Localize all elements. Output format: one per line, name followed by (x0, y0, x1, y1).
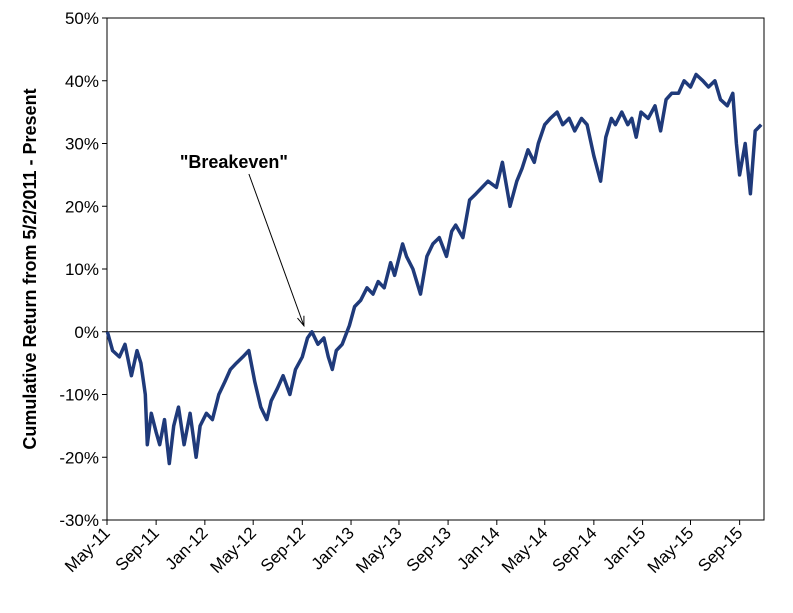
x-tick-label: Sep-14 (548, 523, 600, 575)
y-tick-label: 50% (65, 9, 99, 28)
x-axis-ticks: May-11Sep-11Jan-12May-12Sep-12Jan-13May-… (61, 520, 746, 577)
x-tick-label: Jan-15 (599, 523, 649, 573)
plot-area (106, 17, 765, 521)
breakeven-arrow (248, 173, 305, 326)
x-tick-label: Sep-13 (403, 523, 455, 575)
series-line (105, 72, 763, 466)
y-tick-label: 30% (65, 135, 99, 154)
y-tick-label: -20% (59, 448, 99, 467)
y-tick-label: 40% (65, 72, 99, 91)
x-tick-label: Jan-12 (161, 523, 211, 573)
x-tick-label: May-14 (498, 523, 552, 577)
x-tick-label: Sep-11 (112, 523, 163, 574)
x-tick-label: May-11 (61, 523, 114, 576)
x-tick-label: Sep-12 (257, 523, 309, 575)
y-tick-label: -30% (59, 511, 99, 530)
breakeven-arrowhead (297, 315, 305, 328)
y-axis-ticks: 50% 40% 30% 20% 10% 0% -10% -20% -30% (59, 9, 107, 530)
breakeven-annotation: "Breakeven" (180, 152, 288, 172)
x-tick-label: May-15 (644, 523, 698, 577)
x-tick-label: Jan-14 (453, 523, 503, 573)
x-tick-label: May-13 (352, 523, 406, 577)
y-tick-label: -10% (59, 386, 99, 405)
x-tick-label: May-12 (206, 523, 260, 577)
y-axis-title: Cumulative Return from 5/2/2011 - Presen… (20, 88, 40, 449)
y-tick-label: 20% (65, 197, 99, 216)
y-tick-label: 10% (65, 260, 99, 279)
y-tick-label: 0% (74, 323, 99, 342)
x-tick-label: Sep-15 (694, 523, 746, 575)
x-tick-label: Jan-13 (308, 523, 358, 573)
